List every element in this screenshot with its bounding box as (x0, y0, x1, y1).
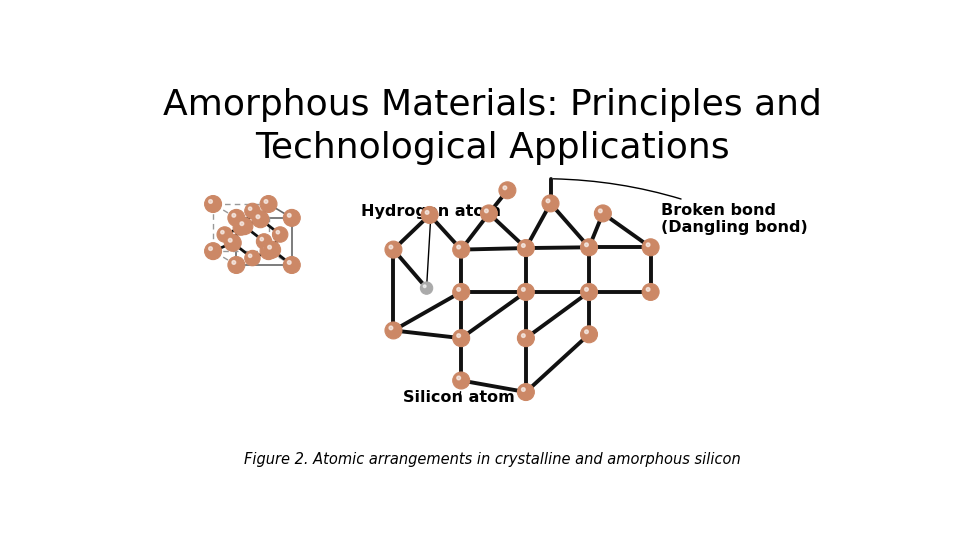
Circle shape (521, 334, 525, 338)
Circle shape (421, 206, 438, 224)
Circle shape (499, 182, 516, 199)
Circle shape (542, 195, 559, 212)
Circle shape (260, 242, 277, 260)
Circle shape (264, 241, 280, 258)
Circle shape (521, 287, 525, 291)
Text: Amorphous Materials: Principles and
Technological Applications: Amorphous Materials: Principles and Tech… (162, 88, 822, 165)
Circle shape (517, 383, 535, 401)
Circle shape (208, 247, 212, 251)
Circle shape (221, 231, 224, 234)
Circle shape (204, 242, 222, 260)
Circle shape (245, 251, 260, 266)
Text: Silicon atom: Silicon atom (403, 390, 516, 405)
Circle shape (228, 256, 245, 273)
Circle shape (385, 241, 402, 258)
Circle shape (521, 388, 525, 392)
Circle shape (546, 199, 550, 202)
Circle shape (594, 205, 612, 222)
Circle shape (264, 200, 268, 204)
Circle shape (260, 195, 277, 212)
Circle shape (208, 200, 212, 204)
Circle shape (646, 243, 650, 247)
Circle shape (517, 240, 535, 256)
Text: Figure 2. Atomic arrangements in crystalline and amorphous silicon: Figure 2. Atomic arrangements in crystal… (244, 452, 740, 467)
Circle shape (268, 245, 272, 249)
Circle shape (425, 211, 429, 214)
Circle shape (228, 239, 232, 242)
Circle shape (453, 241, 469, 258)
Circle shape (237, 224, 240, 227)
Circle shape (264, 247, 268, 251)
Circle shape (453, 284, 469, 300)
Circle shape (457, 334, 461, 338)
Circle shape (581, 239, 597, 256)
Circle shape (646, 287, 650, 291)
Circle shape (485, 209, 489, 213)
Circle shape (503, 186, 507, 190)
Circle shape (225, 234, 241, 251)
Circle shape (236, 218, 252, 235)
Circle shape (276, 231, 279, 234)
Circle shape (642, 239, 660, 256)
Circle shape (256, 215, 260, 219)
Circle shape (287, 213, 291, 217)
Circle shape (249, 254, 252, 258)
Circle shape (249, 207, 252, 211)
Circle shape (233, 220, 249, 235)
Circle shape (585, 243, 588, 247)
Circle shape (598, 209, 602, 213)
Circle shape (517, 330, 535, 347)
Circle shape (256, 234, 272, 249)
Circle shape (283, 256, 300, 273)
Circle shape (585, 287, 588, 291)
Circle shape (389, 326, 393, 330)
Circle shape (480, 205, 497, 222)
Circle shape (260, 238, 263, 241)
Circle shape (273, 227, 288, 242)
Circle shape (581, 326, 597, 343)
Circle shape (232, 213, 236, 217)
Text: Hydrogen atom: Hydrogen atom (361, 204, 501, 285)
Circle shape (283, 210, 300, 226)
Circle shape (581, 284, 597, 300)
Circle shape (521, 244, 525, 247)
Circle shape (287, 261, 291, 264)
Circle shape (457, 245, 461, 249)
Circle shape (385, 322, 402, 339)
Text: Broken bond
(Dangling bond): Broken bond (Dangling bond) (553, 179, 808, 235)
Circle shape (228, 210, 245, 226)
Circle shape (585, 330, 588, 334)
Circle shape (457, 376, 461, 380)
Circle shape (423, 285, 426, 288)
Circle shape (457, 287, 461, 291)
Circle shape (252, 211, 269, 228)
Circle shape (517, 284, 535, 300)
Circle shape (240, 222, 244, 226)
Circle shape (204, 195, 222, 212)
Circle shape (389, 245, 393, 249)
Circle shape (642, 284, 660, 300)
Circle shape (453, 330, 469, 347)
Circle shape (245, 203, 260, 219)
Circle shape (232, 261, 236, 264)
Circle shape (420, 282, 433, 294)
Circle shape (217, 227, 232, 242)
Circle shape (453, 372, 469, 389)
